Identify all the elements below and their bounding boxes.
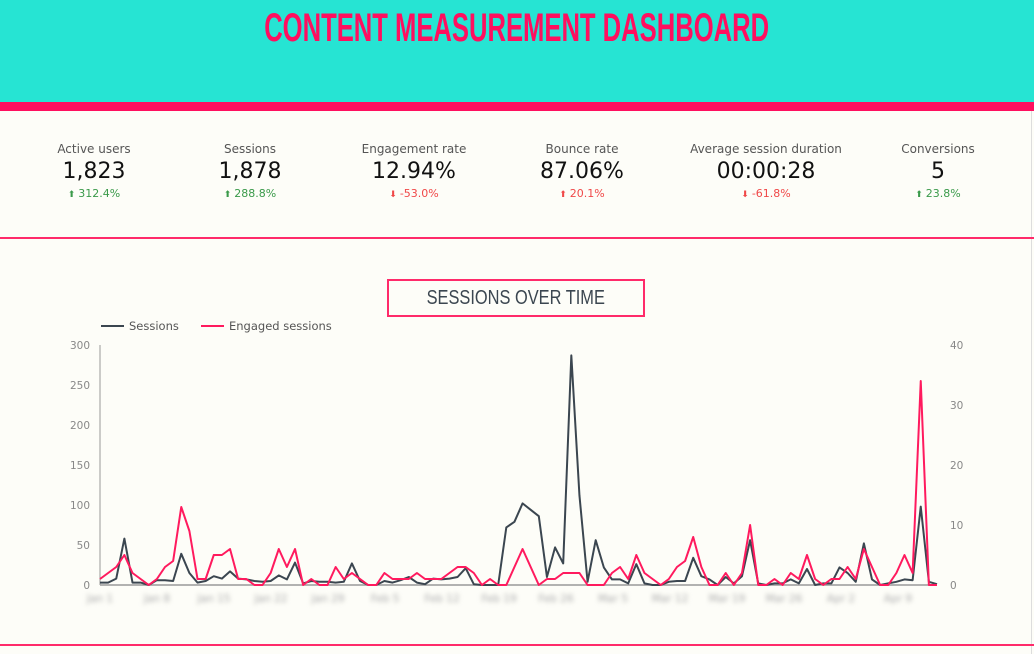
kpi-delta: ⬆ 288.8%: [150, 187, 350, 200]
kpi-delta: ⬆ 20.1%: [482, 187, 682, 200]
kpi-delta: ⬇ -61.8%: [666, 187, 866, 200]
y-right-tick-label: 40: [950, 340, 963, 352]
kpi-label: Sessions: [223, 142, 277, 156]
y-left-tick-label: 100: [70, 500, 90, 512]
kpi-value: 87.06%: [540, 159, 624, 184]
kpi-delta-value: -61.8%: [751, 187, 791, 200]
kpi-card: Conversions 5 ⬆ 23.8%: [838, 142, 1034, 200]
kpi-card: Bounce rate 87.06% ⬆ 20.1%: [482, 142, 682, 200]
section-divider: [0, 237, 1034, 239]
arrow-up-icon: ⬆: [559, 190, 567, 200]
y-left-tick-label: 50: [77, 540, 90, 552]
kpi-delta-value: 23.8%: [925, 187, 961, 200]
arrow-up-icon: ⬆: [223, 190, 232, 200]
y-left-tick-label: 200: [70, 420, 90, 432]
chart-title-text: SESSIONS OVER TIME: [426, 287, 606, 309]
x-tick-label: Mar 5: [598, 593, 628, 605]
legend-engaged-label: Engaged sessions: [229, 319, 332, 333]
section-divider-bottom: [0, 644, 1034, 646]
y-right-tick-label: 10: [950, 520, 963, 532]
kpi-value: 1,878: [218, 159, 282, 184]
kpi-delta: ⬆ 312.4%: [0, 187, 194, 200]
x-tick-label: Jan 1: [86, 593, 113, 605]
kpi-label: Active users: [57, 142, 131, 156]
kpi-delta-value: 288.8%: [234, 187, 277, 200]
kpi-value: 5: [931, 159, 945, 184]
arrow-up-icon: ⬆: [67, 190, 76, 200]
y-right-tick-label: 30: [950, 400, 963, 412]
sessions-line: [100, 354, 938, 586]
x-tick-label: Mar 12: [652, 593, 689, 605]
dashboard-header: CONTENT MEASUREMENT DASHBOARD: [0, 0, 1034, 102]
kpi-value: 1,823: [62, 159, 126, 184]
x-tick-label: Feb 19: [481, 593, 516, 605]
x-tick-label: Mar 19: [709, 593, 746, 605]
x-tick-label: Apr 9: [884, 593, 912, 605]
kpi-delta-value: -53.0%: [399, 187, 439, 200]
arrow-down-icon: ⬇: [741, 190, 749, 200]
chart-title: SESSIONS OVER TIME: [387, 279, 645, 317]
dashboard-title: CONTENT MEASUREMENT DASHBOARD: [264, 6, 770, 50]
kpi-value: 00:00:28: [716, 159, 816, 184]
y-right-tick-label: 20: [950, 460, 963, 472]
arrow-down-icon: ⬇: [389, 190, 397, 200]
y-left-tick-label: 0: [83, 580, 90, 592]
y-right-tick-label: 0: [950, 580, 957, 592]
kpi-delta-value: 312.4%: [78, 187, 121, 200]
kpi-label: Average session duration: [690, 142, 842, 156]
kpi-label: Bounce rate: [545, 142, 619, 156]
engaged-sessions-line: [99, 380, 937, 586]
kpi-card: Average session duration 00:00:28 ⬇ -61.8…: [666, 142, 866, 200]
kpi-card: Active users 1,823 ⬆ 312.4%: [0, 142, 194, 200]
x-tick-label: Mar 26: [766, 593, 803, 605]
kpi-delta-value: 20.1%: [569, 187, 605, 200]
page-edge-line: [1031, 111, 1032, 654]
kpi-label: Conversions: [901, 142, 975, 156]
kpi-card: Engagement rate 12.94% ⬇ -53.0%: [314, 142, 514, 200]
x-tick-label: Feb 12: [424, 593, 459, 605]
y-left-tick-label: 250: [70, 380, 90, 392]
chart-legend[interactable]: Sessions Engaged sessions: [101, 319, 332, 333]
x-tick-label: Feb 5: [371, 593, 400, 605]
x-tick-label: Feb 26: [538, 593, 574, 605]
kpi-card: Sessions 1,878 ⬆ 288.8%: [150, 142, 350, 200]
arrow-up-icon: ⬆: [915, 190, 923, 200]
x-tick-label: Jan 22: [254, 593, 288, 605]
kpi-delta: ⬆ 23.8%: [838, 187, 1034, 200]
header-accent-bar: [0, 102, 1034, 111]
kpi-label: Engagement rate: [361, 142, 467, 156]
kpi-delta: ⬇ -53.0%: [314, 187, 514, 200]
x-tick-label: Jan 15: [197, 593, 231, 605]
legend-sessions-label: Sessions: [129, 319, 179, 333]
y-left-tick-label: 150: [70, 460, 90, 472]
y-left-tick-label: 300: [70, 340, 90, 352]
x-tick-label: Jan 29: [311, 593, 345, 605]
kpi-value: 12.94%: [372, 159, 456, 184]
x-tick-label: Apr 2: [827, 593, 855, 605]
x-tick-label: Jan 8: [143, 593, 170, 605]
